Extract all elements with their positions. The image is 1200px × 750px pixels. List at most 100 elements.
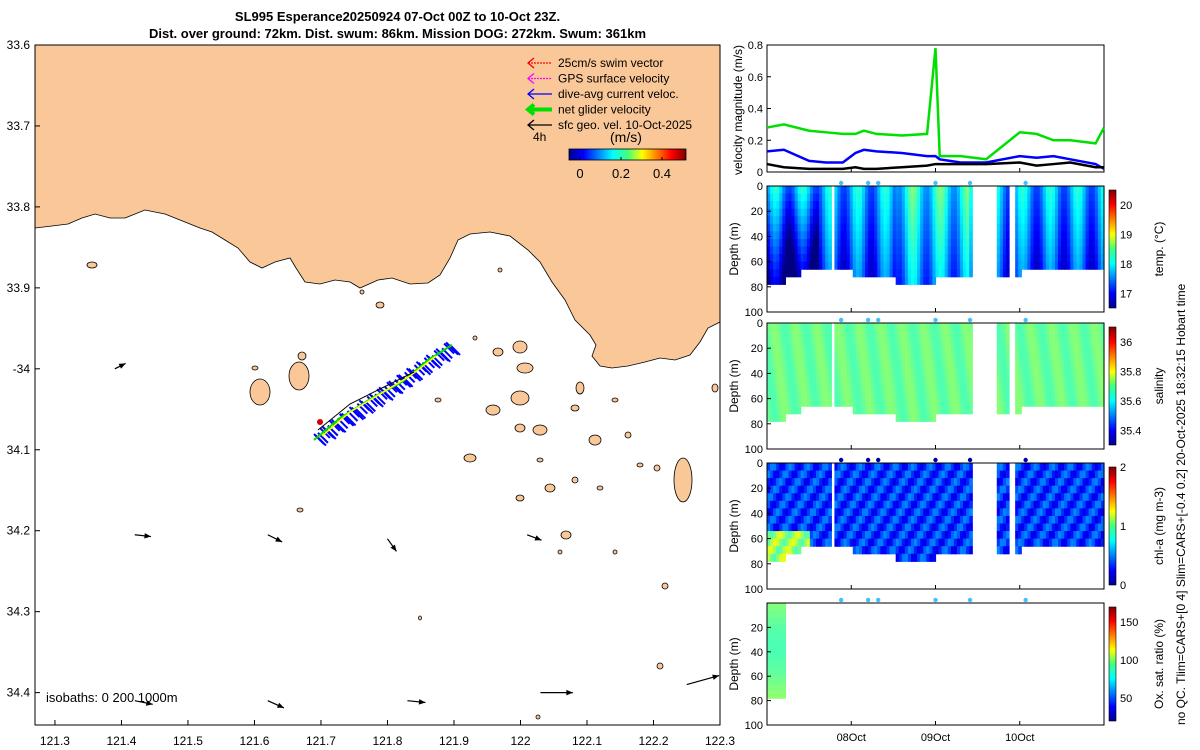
dive-avg-arrow [336, 417, 349, 430]
legend-entry-label: sfc geo. vel. 10-Oct-2025 [558, 118, 692, 132]
velocity-ytick: 0 [757, 167, 763, 179]
depth-tick: 100 [745, 584, 763, 596]
current-arrow [540, 689, 573, 696]
lon-tick-label: 121.8 [372, 734, 402, 748]
depth-tick: 20 [751, 343, 763, 355]
dive-avg-arrow [364, 400, 376, 413]
lat-tick-label: 33.6 [7, 38, 31, 52]
depth-axis-label: Depth (m) [727, 222, 741, 275]
colorbar-tick: 1 [1120, 521, 1126, 533]
lon-tick-label: 121.4 [106, 734, 136, 748]
dive-avg-arrow [403, 371, 416, 384]
figure-title-line-1: SL995 Esperance20250924 07-Oct 00Z to 10… [234, 9, 561, 24]
current-arrow [526, 534, 542, 541]
heatmap-panel-chl-a: 0 20 40 60 80 100 Depth (m) 0 1 2 chl-a (mg m-3) [727, 457, 1166, 596]
depth-tick: 100 [745, 444, 763, 456]
surfacing-markers [838, 180, 1028, 186]
current-arrow [386, 538, 397, 552]
depth-axis-label: Depth (m) [727, 359, 741, 412]
mainland-coast [35, 45, 720, 369]
depth-tick: 20 [751, 622, 763, 634]
panel-colorbar [1108, 326, 1117, 446]
map-colorbar-tick: 0 [576, 166, 583, 181]
lon-tick-label: 122.2 [638, 734, 668, 748]
colorbar-tick: 20 [1120, 200, 1132, 212]
colorbar-label: salinity [1152, 368, 1166, 405]
depth-tick: 80 [751, 559, 763, 571]
legend-entry: 25cm/s swim vector [526, 56, 663, 70]
colorbar-tick: 50 [1120, 693, 1132, 705]
legend-entry-label: GPS surface velocity [558, 72, 669, 86]
panel-colorbar [1108, 189, 1117, 309]
dive-avg-arrow [344, 414, 357, 427]
velocity-ytick: 0.8 [748, 40, 763, 52]
lon-tick-label: 121.7 [306, 734, 336, 748]
label-4h: 4h [533, 130, 546, 144]
heatmap-cells [767, 186, 1105, 285]
legend-entry-label: dive-avg current veloc. [558, 87, 679, 101]
lat-tick-label: 34.2 [7, 524, 31, 538]
dive-avg-arrow [413, 364, 426, 376]
velocity-series-line [766, 161, 1104, 171]
heatmap-panel-temp: 0 20 40 60 80 100 Depth (m) 17 18 19 20 temp. (°C) [727, 180, 1166, 319]
dive-avg-arrow [384, 386, 396, 398]
legend-entry: net glider velocity [524, 103, 651, 117]
depth-tick: 80 [751, 696, 763, 708]
lat-tick-label: 34.1 [7, 443, 31, 457]
current-arrow [267, 534, 283, 543]
surfacing-markers [838, 317, 1028, 323]
islands [86, 261, 719, 720]
depth-tick: 60 [751, 671, 763, 683]
panel-colorbar [1108, 466, 1117, 586]
colorbar-tick: 36 [1120, 337, 1132, 349]
dive-avg-arrow [354, 407, 367, 420]
depth-tick: 0 [757, 318, 763, 330]
time-tick-label: 09Oct [921, 732, 950, 744]
current-arrow [134, 533, 152, 539]
depth-axis-label: Depth (m) [727, 637, 741, 690]
lat-tick-label: 33.8 [7, 200, 31, 214]
figure-title-line-2: Dist. over ground: 72km. Dist. swum: 86k… [148, 26, 647, 41]
depth-tick: 40 [751, 508, 763, 520]
velocity-series-line [766, 148, 1105, 170]
panel-colorbar [1108, 606, 1117, 722]
dive-avg-arrow [449, 344, 461, 356]
legend-entry-label: net glider velocity [558, 103, 651, 117]
current-arrow [134, 700, 153, 706]
depth-tick: 60 [751, 257, 763, 269]
lon-tick-label: 121.5 [173, 734, 203, 748]
dive-avg-arrow [390, 382, 402, 394]
legend-entry: dive-avg current veloc. [526, 87, 679, 101]
colorbar-tick: 150 [1120, 617, 1138, 629]
map-longitude-ticks: 121.3 121.4 121.5 121.6 121.7 121.8 121.9 122 12… [40, 720, 735, 748]
dive-avg-arrow [338, 413, 351, 425]
map-colorbar-ticks: 0 0.2 0.4 [576, 157, 671, 181]
depth-tick: 60 [751, 394, 763, 406]
lon-tick-label: 122 [510, 734, 530, 748]
heatmap-panel-salinity: 0 20 40 60 80 100 Depth (m) 35.4 35.6 35.8 36 salin… [727, 317, 1166, 456]
dive-avg-arrow [443, 342, 455, 355]
colorbar-label: chl-a (mg m-3) [1152, 487, 1166, 565]
dive-avg-arrow [376, 388, 388, 400]
heatmap-cells [767, 323, 1105, 422]
glider-track [313, 341, 461, 447]
side-note: no QC. Tlim=CARS+[0 4] Slim=CARS+[-0.4 0… [1174, 283, 1188, 725]
colorbar-tick: 35.4 [1120, 425, 1141, 437]
dive-avg-arrow [362, 402, 374, 415]
dive-avg-arrow [401, 376, 414, 388]
current-arrow [686, 674, 720, 686]
dive-avg-arrow [439, 350, 451, 363]
depth-tick: 100 [745, 307, 763, 319]
depth-tick: 80 [751, 419, 763, 431]
colorbar-label: Ox. sat. ratio (%) [1152, 619, 1166, 709]
legend-entry-label: 25cm/s swim vector [558, 56, 663, 70]
legend-entry: sfc geo. vel. 10-Oct-2025 [526, 118, 692, 132]
lat-tick-label: 34.3 [7, 605, 31, 619]
time-axis-ticks: 08Oct 09Oct 10Oct [837, 168, 1034, 744]
dive-avg-arrow [433, 349, 445, 362]
map-colorbar-title: (m/s) [610, 129, 642, 145]
heatmap-cells [767, 463, 1105, 562]
